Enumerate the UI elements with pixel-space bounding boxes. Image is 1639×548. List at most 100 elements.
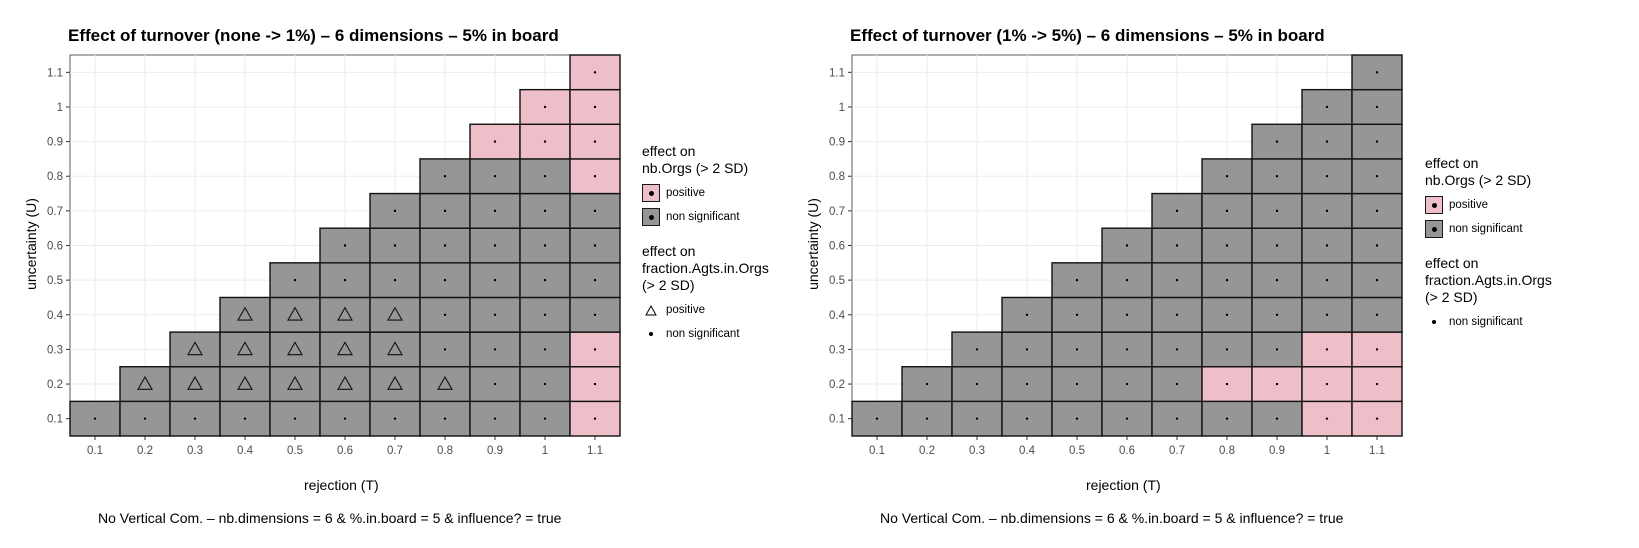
dot-marker (1375, 244, 1379, 247)
heatmap-cell (1201, 366, 1253, 403)
dot-marker (1375, 105, 1379, 109)
x-tick-label: 0.1 (87, 445, 103, 457)
dot-marker (1125, 417, 1129, 420)
dot-marker (1375, 140, 1379, 143)
legend-item-dot-non-significant: non significant (1425, 310, 1552, 334)
dot-marker (393, 278, 397, 282)
triangle-marker (387, 306, 403, 321)
legend-label: non significant (1449, 223, 1523, 235)
dot-icon (1425, 313, 1443, 331)
dot-marker (293, 417, 297, 420)
legend-shape-title: effect on fraction.Agts.in.Orgs (> 2 SD) (642, 243, 769, 293)
dot-marker (593, 348, 597, 351)
dot-marker (193, 417, 197, 420)
dot-marker (1375, 278, 1379, 282)
chart-title: Effect of turnover (1% -> 5%) – 6 dimens… (850, 26, 1325, 45)
dot-marker (975, 417, 979, 420)
dot-marker (1075, 417, 1079, 420)
dot-marker (293, 278, 297, 282)
heatmap-cell (219, 296, 271, 333)
x-tick-label: 0.6 (337, 445, 353, 457)
legend-fill-title: effect on nb.Orgs (> 2 SD) (642, 143, 749, 176)
triangle-marker (437, 375, 453, 390)
dot-marker (1125, 278, 1129, 282)
legend: effect on nb.Orgs (> 2 SD) positive non … (642, 143, 769, 346)
dot-marker (593, 382, 597, 386)
y-tick-label: 1 (839, 102, 845, 114)
triangle-icon (642, 301, 660, 319)
dot-marker (593, 140, 597, 143)
legend-label: non significant (1449, 316, 1523, 328)
legend-item-positive: positive (1425, 193, 1552, 217)
legend-label: non significant (666, 211, 740, 223)
dot-marker (543, 105, 547, 109)
dot-marker (543, 175, 547, 178)
dot-marker (543, 209, 547, 213)
dot-marker (1325, 278, 1329, 282)
dot-marker (443, 313, 447, 316)
legend-shape-title: effect on fraction.Agts.in.Orgs (> 2 SD) (1425, 255, 1552, 305)
y-tick-label: 0.2 (829, 379, 845, 391)
heatmap-cell (1151, 400, 1203, 437)
dot-marker (243, 417, 247, 420)
heatmap-cell (1351, 366, 1403, 403)
dot-marker (1225, 417, 1229, 420)
dot-marker (1075, 278, 1079, 282)
x-tick-label: 0.7 (387, 445, 403, 457)
dot-marker (1275, 348, 1279, 351)
triangle-marker (387, 341, 403, 356)
dot-marker (1025, 382, 1029, 386)
triangle-marker (237, 306, 253, 321)
dot-marker (493, 278, 497, 282)
heatmap-plot: 0.1 0.2 0.3 0.4 0.5 0.6 0.7 0.8 0.9 1 1.1 0.1 0.2 0.3… (47, 54, 621, 457)
x-tick-label: 1.1 (1369, 445, 1385, 457)
x-axis-label: rejection (T) (304, 477, 379, 493)
dot-marker (1325, 417, 1329, 420)
dot-marker (1225, 278, 1229, 282)
dot-marker (443, 244, 447, 247)
heatmap-plot: 0.1 0.2 0.3 0.4 0.5 0.6 0.7 0.8 0.9 1 1.1 0.1 0.2 0.3… (829, 54, 1403, 457)
y-tick-label: 0.5 (47, 275, 63, 287)
x-tick-label: 0.6 (1119, 445, 1135, 457)
y-tick-label: 1.1 (47, 67, 63, 79)
dot-marker (443, 348, 447, 351)
y-tick-label: 1.1 (829, 67, 845, 79)
dot-marker (1125, 382, 1129, 386)
triangle-marker (287, 375, 303, 390)
dot-marker (1175, 313, 1179, 316)
dot-marker (543, 244, 547, 247)
triangle-marker (287, 341, 303, 356)
dot-marker (1275, 244, 1279, 247)
dot-marker (1075, 348, 1079, 351)
dot-marker (543, 313, 547, 316)
dot-marker (1325, 209, 1329, 213)
dot-marker (1375, 209, 1379, 213)
dot-marker (1325, 348, 1329, 351)
dot-marker (593, 278, 597, 282)
x-tick-label: 1.1 (587, 445, 603, 457)
dot-marker (493, 244, 497, 247)
dot-marker (1375, 348, 1379, 351)
y-axis-label: uncertainty (U) (805, 198, 821, 290)
heatmap-cell (269, 366, 321, 403)
dot-marker (593, 175, 597, 178)
triangle-marker (187, 375, 203, 390)
y-tick-label: 0.1 (829, 414, 845, 426)
x-tick-label: 0.9 (487, 445, 503, 457)
dot-marker (493, 417, 497, 420)
heatmap-cell (319, 331, 371, 368)
dot-marker (1225, 382, 1229, 386)
triangle-marker (287, 306, 303, 321)
y-tick-label: 0.6 (47, 241, 63, 253)
dot-marker (1175, 348, 1179, 351)
dot-marker (493, 313, 497, 316)
x-tick-label: 0.4 (237, 445, 254, 457)
triangle-marker (237, 341, 253, 356)
y-tick-label: 0.3 (829, 344, 845, 356)
dot-marker (1175, 209, 1179, 213)
dot-marker (1325, 244, 1329, 247)
dot-marker (1275, 417, 1279, 420)
dot-marker (1225, 209, 1229, 213)
x-tick-label: 0.7 (1169, 445, 1185, 457)
y-tick-label: 0.2 (47, 379, 63, 391)
